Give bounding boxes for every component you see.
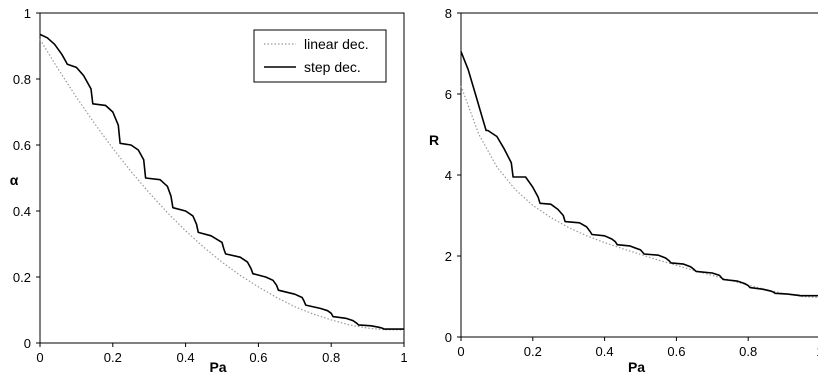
series-line-step-dec — [39, 33, 404, 330]
x-tick-label: 0.8 — [322, 350, 340, 365]
x-tick-label: 1 — [400, 350, 407, 365]
alpha-chart: 0 0.2 0.4 0.6 0.8 1 0 0.2 0.4 0.6 0.8 1 Pa α linear de… — [10, 6, 408, 374]
y-tick-label: 0.2 — [13, 270, 31, 285]
y-tick-label: 0 — [445, 330, 452, 345]
y-axis-label: α — [10, 172, 19, 188]
legend-entry: step dec. — [304, 59, 361, 75]
x-tick-label: 0.6 — [249, 350, 267, 365]
x-tick-label: 0.2 — [104, 350, 122, 365]
r-chart: 0 0.2 0.4 0.6 0.8 1 0 2 4 6 8 Pa R — [429, 6, 818, 374]
legend-entry: linear dec. — [304, 36, 369, 52]
y-axis-label: R — [429, 132, 439, 148]
series-line-linear-dec — [39, 39, 404, 331]
plot-frame — [460, 12, 818, 338]
y-tick-label: 2 — [445, 249, 452, 264]
x-axis-label: Pa — [628, 359, 645, 374]
x-tick-label: 0.8 — [739, 344, 757, 359]
x-tick-label: 0.4 — [596, 344, 614, 359]
y-tick-label: 1 — [24, 6, 31, 21]
x-tick-label: 0.2 — [524, 344, 542, 359]
x-tick-label: 0.4 — [177, 350, 195, 365]
x-tick-label: 0 — [457, 344, 464, 359]
x-tick-label: 0 — [36, 350, 43, 365]
y-tick-label: 0 — [24, 336, 31, 351]
y-tick-label: 0.8 — [13, 72, 31, 87]
series-line-step-dec — [460, 51, 818, 297]
y-tick-label: 6 — [445, 87, 452, 102]
x-tick-label: 1 — [816, 344, 818, 359]
y-tick-label: 8 — [445, 6, 452, 21]
y-tick-label: 4 — [445, 168, 452, 183]
y-tick-label: 0.6 — [13, 138, 31, 153]
y-tick-label: 0.4 — [13, 204, 31, 219]
x-axis-label: Pa — [209, 359, 226, 374]
x-tick-label: 0.6 — [667, 344, 685, 359]
plot-frame — [39, 12, 405, 344]
legend-box — [253, 29, 387, 83]
series-line-linear-dec — [460, 85, 818, 299]
